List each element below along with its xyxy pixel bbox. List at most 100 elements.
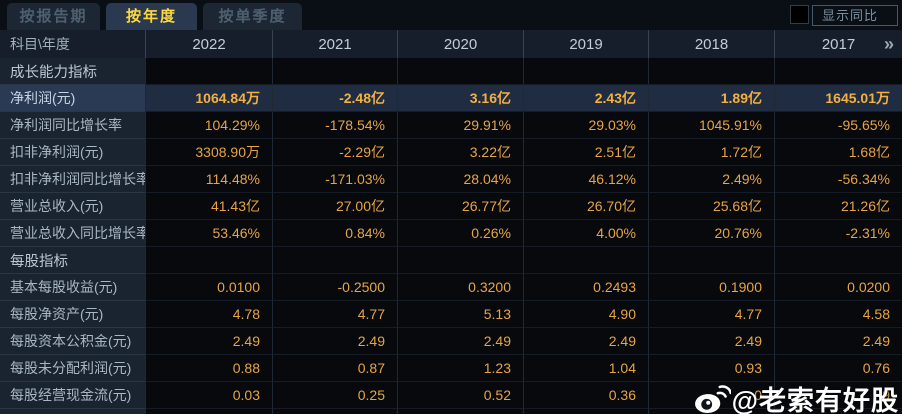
cell-value: 0.3200 — [397, 274, 523, 301]
cell-value: 5.13 — [397, 301, 523, 328]
cell-value — [774, 409, 902, 414]
row-label: 营业总收入同比增长率 — [0, 220, 145, 247]
cell-value: 3.16亿 — [397, 85, 523, 112]
table-row[interactable]: 每股指标 — [0, 247, 902, 274]
cell-value: 0.0100 — [145, 274, 272, 301]
cell-value: 1.23 — [397, 355, 523, 382]
cell-value — [648, 58, 774, 85]
cell-value: 1645.01万 — [774, 85, 902, 112]
show-yoy-checkbox[interactable] — [790, 5, 809, 24]
cell-value: -2.48亿 — [272, 85, 397, 112]
row-label: 每股净资产(元) — [0, 301, 145, 328]
table-row[interactable]: 净利润(元) 1064.84万 -2.48亿 3.16亿 2.43亿 1.89亿 1645.… — [0, 85, 902, 112]
cell-value: 0.2493 — [523, 274, 648, 301]
table-row[interactable]: 每股资本公积金(元) 2.49 2.49 2.49 2.49 2.49 2.49 — [0, 328, 902, 355]
cell-value: 2.43亿 — [523, 85, 648, 112]
table-row[interactable]: 营业总收入(元) 41.43亿 27.00亿 26.77亿 26.70亿 25.68亿 21… — [0, 193, 902, 220]
cell-value: 3.22亿 — [397, 139, 523, 166]
cell-value: 4.90 — [523, 301, 648, 328]
cell-value: 1064.84万 — [145, 85, 272, 112]
cell-value: 1.89亿 — [648, 85, 774, 112]
cell-value — [523, 247, 648, 274]
table-row[interactable]: 扣非净利润(元) 3308.90万 -2.29亿 3.22亿 2.51亿 1.72亿 1.6… — [0, 139, 902, 166]
cell-value: -56.34% — [774, 166, 902, 193]
cell-value: 0.93 — [648, 355, 774, 382]
cell-value: 0.0200 — [774, 274, 902, 301]
tab-by-year[interactable]: 按年度 — [106, 3, 197, 30]
cell-value: 27.00亿 — [272, 193, 397, 220]
cell-value: 41.43亿 — [145, 193, 272, 220]
cell-value — [648, 409, 774, 414]
row-label: 每股指标 — [0, 247, 145, 274]
tab-by-single-quarter[interactable]: 按单季度 — [203, 3, 302, 30]
cell-value: -2.29亿 — [272, 139, 397, 166]
table-row[interactable]: 每股经营现金流(元) 0.03 0.25 0.52 0.36 0 9 — [0, 382, 902, 409]
row-label: 每股经营现金流(元) — [0, 382, 145, 409]
year-column-header: 2018 — [648, 30, 774, 58]
cell-value — [272, 58, 397, 85]
cell-value: -178.54% — [272, 112, 397, 139]
cell-value: 2.49 — [648, 328, 774, 355]
cell-value: 0.25 — [272, 382, 397, 409]
year-column-header: 2022 — [145, 30, 272, 58]
cell-value: 2.49% — [648, 166, 774, 193]
table-row[interactable]: 扣非净利润同比增长率 114.48% -171.03% 28.04% 46.12% 2.4… — [0, 166, 902, 193]
table-row[interactable]: 净利润同比增长率 104.29% -178.54% 29.91% 29.03% 1045.… — [0, 112, 902, 139]
cell-value: 9 — [774, 382, 902, 409]
row-label: 基本每股收益(元) — [0, 274, 145, 301]
cell-value: 21.26亿 — [774, 193, 902, 220]
cell-value: 0.52 — [397, 382, 523, 409]
cell-value: -171.03% — [272, 166, 397, 193]
cell-value: 4.00% — [523, 220, 648, 247]
row-label — [0, 409, 145, 414]
cell-value: 114.48% — [145, 166, 272, 193]
table-row[interactable]: 每股未分配利润(元) 0.88 0.87 1.23 1.04 0.93 0.76 — [0, 355, 902, 382]
table-row[interactable]: 基本每股收益(元) 0.0100 -0.2500 0.3200 0.2493 0.1900… — [0, 274, 902, 301]
cell-value: -95.65% — [774, 112, 902, 139]
cell-value — [145, 247, 272, 274]
cell-value: 1.04 — [523, 355, 648, 382]
table-header-row: 科目\年度 2022 2021 2020 2019 2018 2017 » — [0, 30, 902, 58]
cell-value: 0.84% — [272, 220, 397, 247]
cell-value: 2.51亿 — [523, 139, 648, 166]
cell-value: 4.58 — [774, 301, 902, 328]
cell-value: 26.70亿 — [523, 193, 648, 220]
cell-value: 25.68亿 — [648, 193, 774, 220]
table-row[interactable]: 营业总收入同比增长率 53.46% 0.84% 0.26% 4.00% 20.76% -2.… — [0, 220, 902, 247]
cell-value: -0.2500 — [272, 274, 397, 301]
cell-value — [145, 58, 272, 85]
cell-value: 0.76 — [774, 355, 902, 382]
show-yoy-label[interactable]: 显示同比 — [812, 5, 898, 26]
more-columns-chevron-icon[interactable]: » — [883, 34, 894, 54]
cell-value: 1.72亿 — [648, 139, 774, 166]
year-column-header: 2019 — [523, 30, 648, 58]
tab-by-report-period[interactable]: 按报告期 — [7, 3, 100, 30]
cell-value: 0.26% — [397, 220, 523, 247]
cell-value — [397, 409, 523, 414]
cell-value: 1045.91% — [648, 112, 774, 139]
cell-value — [145, 409, 272, 414]
table-row[interactable]: 成长能力指标 — [0, 58, 902, 85]
cell-value — [774, 58, 902, 85]
period-tab-bar: 按报告期 按年度 按单季度 显示同比 — [0, 0, 902, 30]
cell-value: 2.49 — [774, 328, 902, 355]
cell-value: -2.31% — [774, 220, 902, 247]
cell-value: 53.46% — [145, 220, 272, 247]
row-label: 扣非净利润同比增长率 — [0, 166, 145, 193]
cell-value: 4.77 — [648, 301, 774, 328]
year-column-header: 2021 — [272, 30, 397, 58]
row-label: 每股未分配利润(元) — [0, 355, 145, 382]
cell-value — [272, 409, 397, 414]
table-row — [0, 409, 902, 414]
cell-value: 104.29% — [145, 112, 272, 139]
table-row[interactable]: 每股净资产(元) 4.78 4.77 5.13 4.90 4.77 4.58 — [0, 301, 902, 328]
year-header-label: 2017 — [821, 35, 856, 53]
cell-value: 29.91% — [397, 112, 523, 139]
cell-value: 28.04% — [397, 166, 523, 193]
row-label: 净利润(元) — [0, 85, 145, 112]
cell-value: 1.68亿 — [774, 139, 902, 166]
cell-value: 0.1900 — [648, 274, 774, 301]
cell-value — [397, 58, 523, 85]
cell-value — [272, 247, 397, 274]
